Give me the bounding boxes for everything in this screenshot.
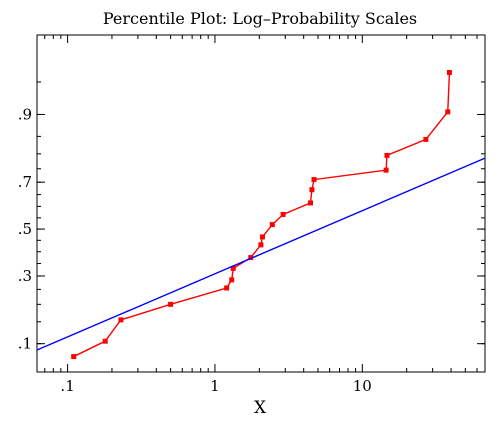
data-series-line <box>73 72 451 358</box>
data-point-marker <box>384 152 390 158</box>
chart-title: Percentile Plot: Log–Probability Scales <box>103 9 417 28</box>
data-point-marker <box>224 285 230 291</box>
data-point-marker <box>445 109 451 115</box>
data-point-marker <box>383 167 389 173</box>
plot-area: .1 1 10 .1 .3 .5 .7 .9 <box>18 34 486 395</box>
data-point-marker <box>168 301 174 307</box>
fit-line <box>37 157 485 351</box>
x-tick-label: 10 <box>353 377 372 395</box>
x-tick-label: .1 <box>60 377 74 395</box>
data-point-marker <box>280 211 286 217</box>
data-point-marker <box>71 354 77 360</box>
data-point-marker <box>248 255 254 261</box>
data-point-marker <box>423 136 429 142</box>
data-point-marker <box>311 177 317 183</box>
data-point-marker <box>259 234 265 240</box>
y-tick-label: .1 <box>18 335 32 353</box>
data-point-marker <box>258 242 264 248</box>
data-point-marker <box>230 265 236 271</box>
y-tick-label: .9 <box>18 105 32 123</box>
data-point-marker <box>269 222 275 228</box>
y-tick-label: .5 <box>18 220 32 238</box>
y-tick-label: .3 <box>18 267 32 285</box>
data-point-marker <box>229 277 235 283</box>
data-point-marker <box>309 187 315 193</box>
data-point-marker <box>102 338 108 344</box>
y-tick-label: .7 <box>18 173 32 191</box>
x-axis-label: X <box>254 398 267 418</box>
data-point-marker <box>446 70 452 76</box>
data-point-marker <box>118 317 124 323</box>
x-tick-label: 1 <box>210 377 220 395</box>
data-point-marker <box>308 200 314 206</box>
plot-frame <box>36 34 486 373</box>
